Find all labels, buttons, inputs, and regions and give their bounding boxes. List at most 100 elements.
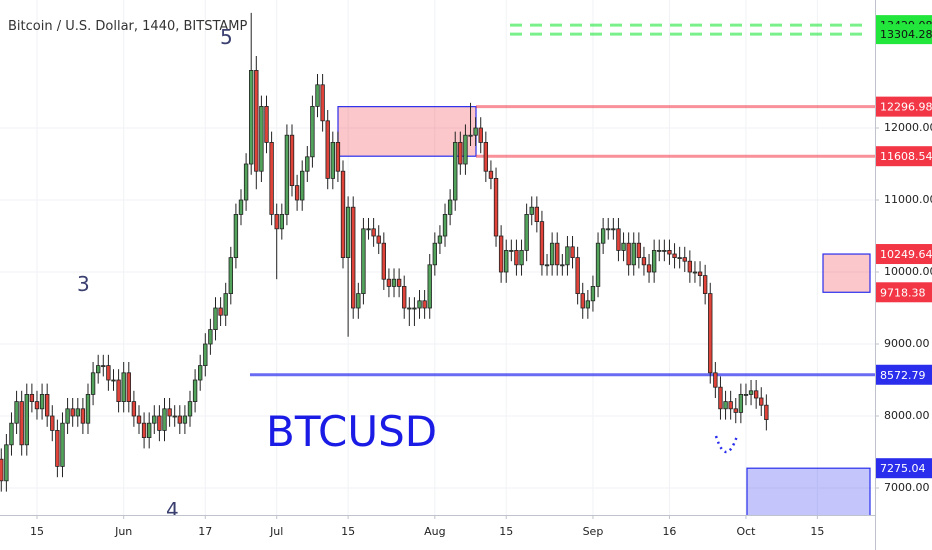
candle-body [697,271,703,277]
wave-label: 4 [166,498,179,522]
x-tick-label: 15 [341,525,355,538]
candle-body [534,206,540,223]
candle-body [213,307,218,331]
price-label-box [876,458,932,479]
candle-body [580,293,585,309]
wave-label: 3 [77,272,90,296]
price-label-box [876,96,932,117]
candle-body [4,444,9,482]
candle-body [468,134,473,137]
candle-body [300,170,305,201]
candle-body [121,372,126,403]
dotted-arc [714,435,739,454]
candle-body [488,170,494,179]
candle-body [111,379,116,382]
candle-body [366,228,371,231]
candle-body [238,199,244,215]
candle-body [677,257,682,260]
candle-body [228,257,233,295]
x-tick-label: Jun [114,525,132,538]
candle-body [29,394,35,403]
candle-body [284,134,290,215]
candle-body [493,178,499,237]
candle-body [340,170,346,259]
candle-body [136,415,142,424]
price-label: 12296.98 [880,101,932,114]
candle-body [70,408,75,417]
price-label: 11608.54 [880,150,932,163]
candle-body [274,214,279,230]
candle-body [50,415,55,431]
x-tick-label: 15 [30,525,44,538]
candle-body [626,242,631,266]
candle-body [417,300,422,309]
price-label: 7275.04 [880,462,926,475]
candle-body [34,401,40,410]
candle-body [498,235,504,273]
x-tick-label: 15 [499,525,513,538]
wave-label: 5 [220,25,233,49]
candle-body [65,408,70,424]
candle-body [259,106,264,172]
candle-body [218,307,223,316]
candle-body [208,329,213,345]
candle-body [616,228,621,251]
candle-body [407,307,412,310]
candle-body [198,365,203,381]
candle-body [233,214,239,259]
candle-body [575,257,580,295]
candle-body [590,286,596,302]
candle-body [504,250,509,273]
candle-body [0,458,4,482]
candle-body [437,235,443,244]
candle-body [9,422,14,446]
candle-body [162,408,167,431]
candle-body [549,242,555,266]
candle-body [269,142,274,215]
candle-body [85,394,91,424]
candle-body [544,264,550,267]
candle-body [458,142,463,165]
y-tick-label: 7000.00 [884,481,930,494]
price-label-box [876,364,932,385]
candle-body [203,343,208,367]
candle-body [44,394,50,417]
x-tick-label: 16 [662,525,676,538]
candle-body [126,372,131,403]
candle-body [320,84,325,122]
candle-body [243,163,249,201]
candle-body [672,253,677,259]
candle-body [600,228,606,244]
candle-body [657,250,662,252]
candle-body [692,271,698,274]
y-tick-label: 11000.00 [884,193,932,206]
candle-body [310,106,315,158]
candle-body [422,300,427,309]
candle-body [555,242,560,266]
candle-body [524,214,529,251]
candle-body [177,415,182,424]
candle-body [702,275,708,295]
y-tick-label: 10000.00 [884,265,932,278]
y-tick-label: 8000.00 [884,409,930,422]
candle-body [718,386,723,410]
candle-body [621,242,626,251]
candle-body [560,264,565,267]
x-tick-label: Sep [583,525,604,538]
candle-body [442,214,448,237]
candle-body [147,422,152,439]
candle-body [264,106,269,143]
candle-body [96,365,101,374]
price-label: 8572.79 [880,369,926,382]
candle-body [60,422,65,467]
candle-body [427,264,432,309]
candle-body [131,401,137,417]
x-tick-label: 15 [810,525,824,538]
candle-body [743,394,749,396]
candle-body [595,242,601,287]
plot-area [0,0,875,515]
candle-body [509,250,514,252]
candle-body [748,390,754,395]
candle-body [101,365,106,368]
